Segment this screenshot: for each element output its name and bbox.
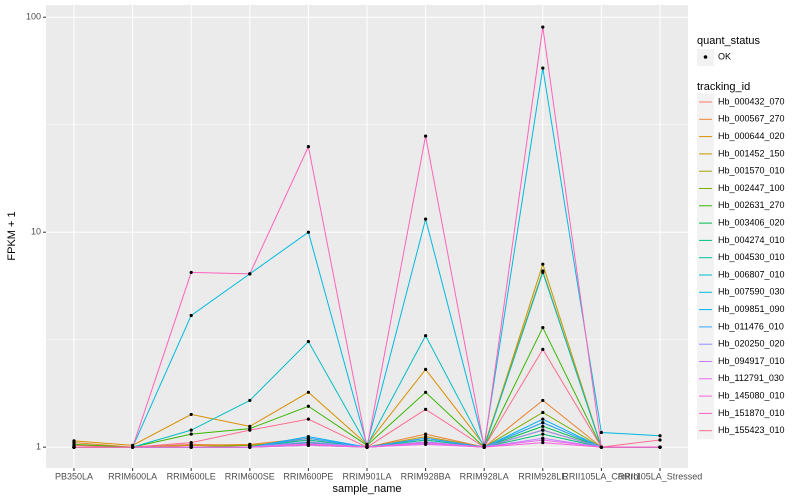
legend-label: Hb_006807_010 [718, 269, 785, 279]
x-tick-label: RRIM928BA [401, 471, 451, 481]
data-point [658, 434, 662, 438]
legend-label: Hb_002631_270 [718, 200, 785, 210]
data-point [599, 445, 604, 449]
data-point [72, 439, 76, 443]
y-tick-label: 10 [31, 227, 41, 237]
data-point [658, 438, 662, 442]
data-point [424, 367, 428, 372]
legend-label: Hb_000432_070 [718, 96, 785, 106]
y-tick-label: 1 [36, 442, 41, 452]
data-point [658, 445, 662, 449]
data-point [424, 134, 428, 138]
x-tick-label: RRIM928LE [518, 471, 567, 481]
legend-label: Hb_155423_010 [718, 425, 785, 435]
data-point [541, 432, 545, 436]
data-point [248, 424, 252, 428]
x-tick-label: RRIM901LA [342, 471, 391, 481]
data-point [541, 438, 545, 442]
legend-label: Hb_020250_020 [718, 339, 785, 349]
x-tick-label: RRIM928LA [460, 471, 509, 481]
data-point [424, 432, 428, 436]
data-point [306, 436, 310, 440]
x-tick-label: RRIM600SE [225, 471, 275, 481]
data-point [541, 441, 545, 445]
legend-label: Hb_151870_010 [718, 408, 785, 418]
x-axis-title: sample_name [332, 483, 401, 495]
legend-symbol [703, 55, 708, 59]
legend-label: Hb_004274_010 [718, 235, 785, 245]
data-point [424, 390, 428, 394]
data-point [189, 270, 193, 275]
legend-title: quant_status [697, 35, 760, 47]
legend-label: Hb_009851_090 [718, 304, 785, 314]
data-point [541, 25, 545, 29]
legend-label: Hb_094917_010 [718, 356, 785, 366]
data-point [541, 347, 545, 351]
data-point [189, 445, 193, 449]
y-axis-title: FPKM + 1 [6, 211, 18, 260]
data-point [248, 398, 252, 403]
data-point [541, 417, 545, 421]
x-tick-label: RRII105LA_Control [562, 471, 640, 481]
data-point [424, 441, 428, 445]
data-point [189, 412, 193, 417]
legend-label: Hb_004530_010 [718, 252, 785, 262]
legend-label: Hb_001452_150 [718, 148, 785, 158]
data-point [424, 217, 428, 221]
legend-label: Hb_002447_100 [718, 183, 785, 193]
data-point [306, 145, 310, 149]
legend-title: tracking_id [697, 81, 750, 93]
x-tick-label: PB350LA [55, 471, 93, 481]
data-point [306, 230, 310, 234]
data-point [541, 410, 545, 415]
data-point [306, 442, 310, 447]
data-point [599, 430, 604, 435]
data-point [189, 441, 193, 445]
legend-label: Hb_000644_020 [718, 131, 785, 141]
data-point [306, 339, 310, 344]
data-point [72, 442, 76, 447]
x-tick-label: RRIM600LA [108, 471, 157, 481]
data-point [365, 445, 369, 449]
x-tick-label: RRII105LA_Stressed [618, 471, 703, 481]
data-point [248, 445, 252, 449]
legend-label: OK [718, 51, 731, 61]
data-point [541, 325, 545, 330]
data-point [189, 428, 193, 432]
data-point [131, 445, 135, 449]
data-point [189, 313, 193, 318]
data-point [541, 262, 545, 266]
legend-label: Hb_145080_010 [718, 390, 785, 400]
data-point [72, 445, 76, 449]
data-point [424, 407, 428, 411]
x-tick-label: RRIM600PE [283, 471, 333, 481]
data-point [248, 272, 252, 276]
legend-label: Hb_000567_270 [718, 114, 785, 124]
legend-label: Hb_003406_020 [718, 217, 785, 227]
data-point [541, 428, 545, 432]
data-point [541, 66, 545, 70]
data-point [541, 424, 545, 428]
data-point [482, 445, 486, 449]
legend-label: Hb_001570_010 [718, 166, 785, 176]
data-point [306, 417, 310, 421]
legend-label: Hb_007590_030 [718, 287, 785, 297]
data-point [541, 421, 545, 425]
data-point [424, 334, 428, 338]
y-tick-label: 100 [26, 12, 41, 22]
data-point [189, 432, 193, 436]
data-point [306, 390, 310, 394]
data-point [248, 428, 252, 432]
x-tick-label: RRIM600LE [167, 471, 216, 481]
data-point [306, 404, 310, 408]
legend-label: Hb_112791_030 [718, 373, 784, 383]
legend-label: Hb_011476_010 [718, 321, 784, 331]
data-point [424, 436, 428, 440]
data-point [541, 270, 545, 275]
data-point [541, 398, 545, 403]
